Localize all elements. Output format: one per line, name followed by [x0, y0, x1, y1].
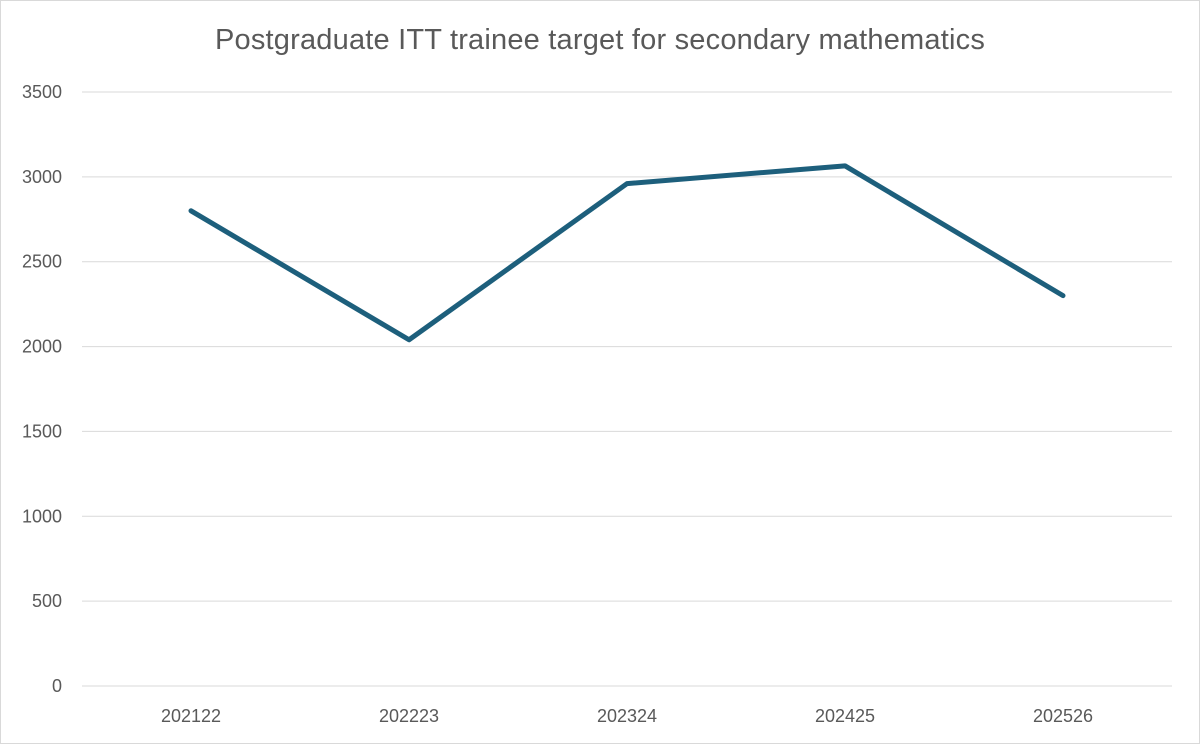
x-axis-tick-labels: 202122 202223 202324 202425 202526	[161, 706, 1093, 726]
y-tick-label: 3000	[22, 167, 62, 187]
y-tick-label: 1000	[22, 506, 62, 526]
y-tick-label: 1500	[22, 421, 62, 441]
x-tick-label: 202526	[1033, 706, 1093, 726]
y-tick-label: 3500	[22, 82, 62, 102]
x-tick-label: 202324	[597, 706, 657, 726]
y-tick-label: 0	[52, 676, 62, 696]
y-tick-label: 2000	[22, 337, 62, 357]
x-tick-label: 202425	[815, 706, 875, 726]
gridlines	[82, 91, 1172, 687]
y-axis-tick-labels: 0 500 1000 1500 2000 2500 3000 3500	[22, 82, 62, 696]
chart-title: Postgraduate ITT trainee target for seco…	[214, 24, 986, 56]
y-tick-label: 500	[32, 591, 62, 611]
x-tick-label: 202122	[161, 706, 221, 726]
y-tick-label: 2500	[22, 252, 62, 272]
series-line-0	[188, 163, 1066, 343]
x-tick-label: 202223	[379, 706, 439, 726]
series-group	[188, 163, 1066, 343]
